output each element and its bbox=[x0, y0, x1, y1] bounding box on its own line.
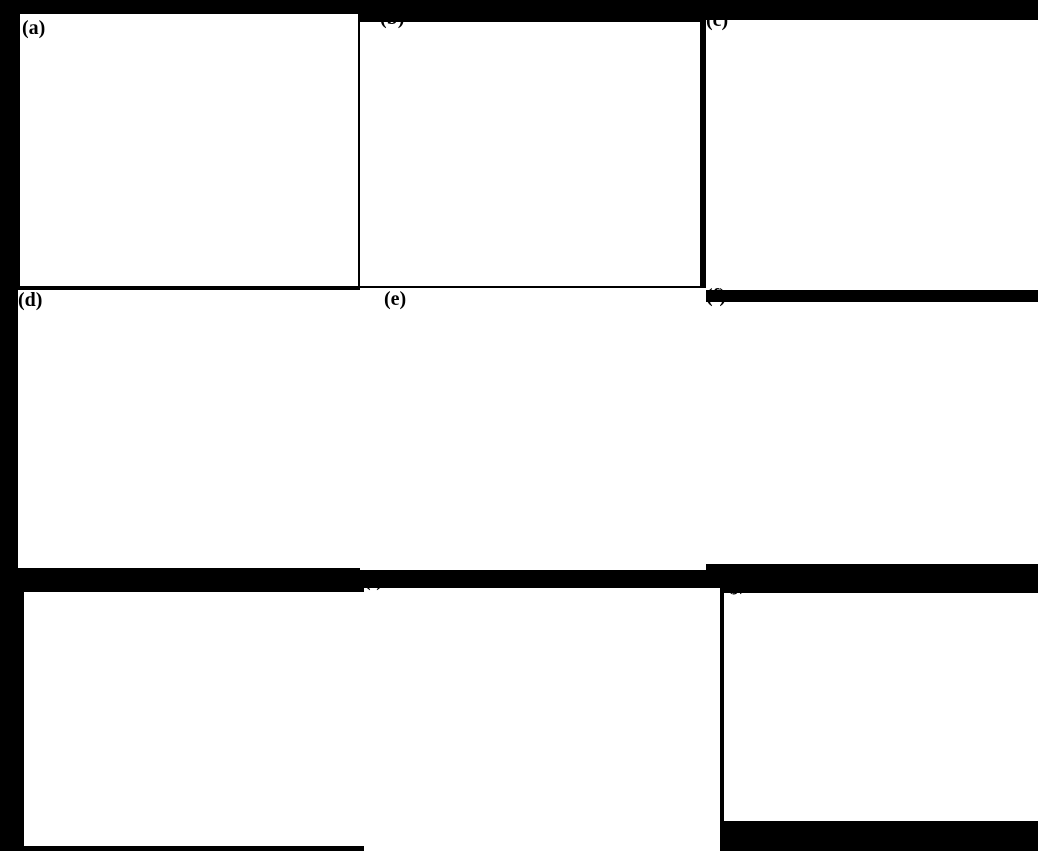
panel-label-b: (b) bbox=[380, 7, 404, 29]
panel-label-d: (d) bbox=[18, 289, 42, 311]
mask-i bbox=[364, 573, 710, 587]
panel-label-e: (e) bbox=[384, 288, 406, 310]
mask-f bbox=[706, 290, 1038, 302]
panel-e-bg bbox=[360, 288, 706, 570]
mask-j-bottom bbox=[728, 826, 1038, 851]
panel-label-a: (a) bbox=[22, 17, 45, 39]
panel-label-f: (f) bbox=[706, 285, 726, 307]
panel-i-bg bbox=[364, 588, 720, 851]
panel-a-bg bbox=[20, 14, 358, 286]
panel-label-i: (i) bbox=[364, 569, 383, 591]
panel-label-c: (c) bbox=[706, 9, 728, 31]
panel-b-bg bbox=[360, 22, 700, 286]
panel-c-bg bbox=[706, 20, 1038, 290]
panel-d-bg bbox=[18, 290, 360, 568]
mask-top-b bbox=[360, 0, 700, 22]
panel-g-bg bbox=[24, 592, 364, 846]
mask-j-top bbox=[724, 578, 1038, 593]
panel-label-j: (j) bbox=[726, 573, 746, 595]
panel-f-bg bbox=[706, 302, 1038, 564]
mask-top-c bbox=[706, 0, 1038, 20]
panel-j-bg bbox=[724, 593, 1038, 821]
